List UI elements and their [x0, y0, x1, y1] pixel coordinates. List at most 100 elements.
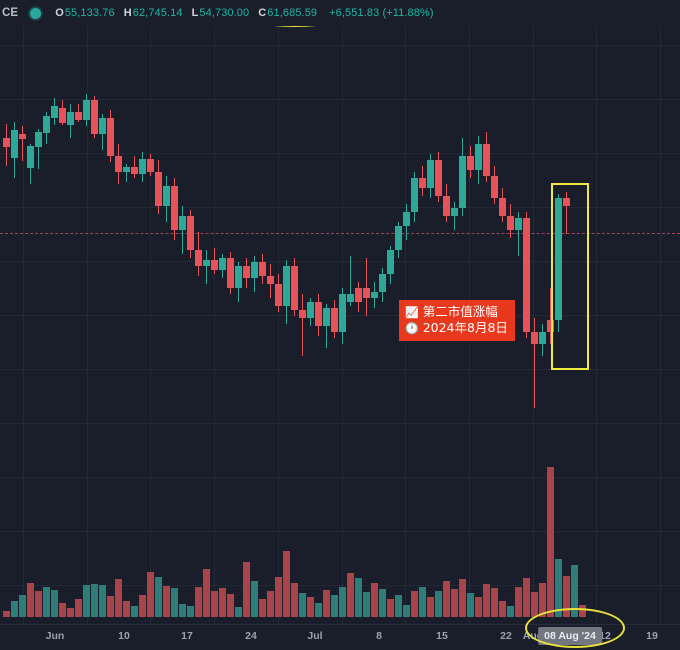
- volume-bar: [67, 608, 74, 617]
- candle-body: [283, 266, 290, 306]
- volume-bar: [307, 597, 314, 617]
- volume-bar: [107, 596, 114, 617]
- candle-wick: [326, 304, 327, 348]
- candle-body: [203, 260, 210, 266]
- volume-bar: [35, 591, 42, 617]
- clock-icon: 🕐: [405, 321, 419, 335]
- current-price-line: [0, 233, 680, 234]
- candle-wick: [566, 192, 567, 234]
- candle-body: [435, 160, 442, 196]
- volume-bar: [227, 594, 234, 617]
- candle-body: [331, 308, 338, 332]
- volume-bar: [75, 599, 82, 617]
- gridline-horizontal: [0, 477, 680, 478]
- volume-bar: [27, 583, 34, 617]
- volume-bar: [203, 569, 210, 617]
- volume-bar: [131, 606, 138, 617]
- candle-body: [267, 276, 274, 284]
- candle-body: [427, 160, 434, 188]
- candle-body: [411, 178, 418, 212]
- volume-bar: [11, 601, 18, 617]
- candle-body: [219, 258, 226, 270]
- volume-bar: [555, 559, 562, 617]
- chart-plot-area[interactable]: 📈 第二市值涨幅 🕐 2024年8月8日 Jun 10 17 24 Jul 8 15 22 Au…: [0, 26, 680, 650]
- candle-body: [459, 156, 466, 208]
- candle-body: [163, 186, 170, 206]
- candle-body: [347, 294, 354, 302]
- x-axis-tick: 15: [436, 630, 448, 642]
- candle-body: [539, 332, 546, 344]
- candle-body: [67, 112, 74, 125]
- volume-bar: [371, 583, 378, 617]
- candle-body: [315, 302, 322, 326]
- candle-body: [243, 266, 250, 278]
- candle-body: [171, 186, 178, 230]
- volume-bar: [235, 607, 242, 617]
- selected-date-badge[interactable]: 08 Aug '24: [538, 627, 602, 645]
- x-axis-tick: 8: [376, 630, 382, 642]
- volume-bar: [187, 606, 194, 617]
- gridline-horizontal: [0, 369, 680, 370]
- candle-body: [91, 100, 98, 134]
- volume-bar: [579, 605, 586, 617]
- candle-body: [555, 198, 562, 320]
- volume-bar: [163, 586, 170, 617]
- gridline-horizontal: [0, 153, 680, 154]
- tooltip-line-2-text: 2024年8月8日: [422, 320, 508, 335]
- volume-bar: [171, 588, 178, 617]
- candle-body: [467, 156, 474, 170]
- candle-wick: [182, 206, 183, 254]
- candle-body: [371, 292, 378, 298]
- ohlc-values: O55,133.76 H62,745.14 L54,730.00 C61,685.59: [55, 7, 317, 19]
- candle-body: [323, 308, 330, 326]
- candle-body: [275, 284, 282, 306]
- gridline-vertical: [660, 26, 661, 624]
- candle-body: [483, 144, 490, 176]
- candle-body: [355, 288, 362, 302]
- gridline-vertical: [596, 26, 597, 624]
- candle-body: [507, 216, 514, 230]
- candle-body: [59, 108, 66, 123]
- symbol-label[interactable]: CE: [2, 7, 19, 19]
- x-axis-tick: Jun: [45, 630, 65, 642]
- candle-body: [147, 159, 154, 172]
- candle-body: [443, 196, 450, 216]
- candle-body: [531, 332, 538, 344]
- candle-body: [179, 216, 186, 230]
- gridline-vertical: [214, 26, 215, 624]
- volume-bar: [451, 589, 458, 617]
- candle-body: [27, 146, 34, 168]
- candle-body: [523, 218, 530, 332]
- candle-body: [307, 302, 314, 318]
- gridline-horizontal: [0, 99, 680, 100]
- candle-wick: [302, 294, 303, 356]
- x-axis[interactable]: Jun 10 17 24 Jul 8 15 22 Aug 12 19 08 Aug '24: [0, 624, 680, 650]
- candle-wick: [22, 126, 23, 161]
- gridline-horizontal: [0, 207, 680, 208]
- candle-body: [379, 274, 386, 292]
- candle-body: [259, 262, 266, 276]
- volume-bar: [179, 604, 186, 617]
- ohlc-l: L54,730.00: [191, 7, 250, 19]
- teal-status-dot-icon: [30, 7, 42, 19]
- volume-bar: [19, 595, 26, 617]
- volume-bar: [267, 591, 274, 617]
- ohlc-c: C61,685.59: [258, 7, 318, 19]
- gridline-horizontal: [0, 261, 680, 262]
- candle-body: [123, 167, 130, 172]
- volume-bar: [251, 581, 258, 617]
- volume-bar: [259, 599, 266, 617]
- candle-body: [115, 156, 122, 172]
- candle-body: [11, 130, 18, 158]
- volume-bar: [323, 590, 330, 617]
- volume-bar: [395, 595, 402, 617]
- volume-bar: [283, 551, 290, 617]
- volume-bar: [83, 585, 90, 617]
- gridline-horizontal: [0, 531, 680, 532]
- volume-bar: [411, 591, 418, 617]
- annotation-tooltip: 📈 第二市值涨幅 🕐 2024年8月8日: [399, 300, 515, 341]
- x-axis-tick: 22: [500, 630, 512, 642]
- volume-bar: [387, 599, 394, 617]
- candle-body: [395, 226, 402, 250]
